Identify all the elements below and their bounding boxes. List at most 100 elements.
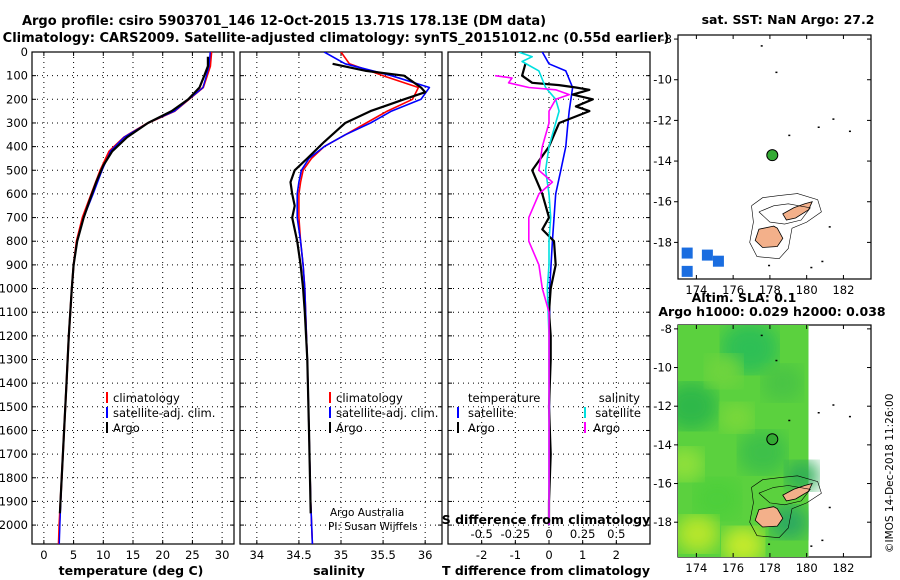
top-tick-label: 0.5 [607, 527, 625, 541]
sst-cell [712, 255, 724, 267]
series-line-s-satellite [518, 52, 560, 526]
sla-map-title1: Altim. SLA: 0.1 [692, 290, 797, 305]
sla-blob [703, 353, 744, 390]
islet [828, 226, 831, 228]
float-marker [766, 149, 779, 162]
map-y-tick-label: -12 [653, 113, 672, 127]
legend-label-t-satellite: satellite [468, 406, 514, 420]
legend-title-salinity: salinity [599, 391, 640, 405]
sla-blob [721, 525, 766, 557]
islet [768, 264, 771, 267]
sla-blob [760, 363, 805, 403]
islet [810, 545, 813, 547]
figure-title-line1: Argo profile: csiro 5903701_146 12-Oct-2… [22, 14, 546, 29]
y-tick-label: 900 [6, 258, 28, 272]
islet [775, 359, 778, 362]
reef-contour [749, 193, 822, 260]
islet [768, 543, 771, 545]
top-tick-label: -0.5 [470, 527, 492, 541]
difference-xlabel: T difference from climatology [442, 563, 650, 578]
temperature-legend: climatology satellite-adj. clim. Argo [106, 391, 215, 435]
map-x-tick-label: 178 [759, 283, 781, 297]
y-tick-label: 700 [6, 211, 28, 225]
y-tick-label: 400 [6, 140, 28, 154]
y-tick-label: 500 [6, 163, 28, 177]
reef-contour [758, 485, 811, 506]
island-viti-levu [754, 506, 784, 528]
series-line-s-argo [494, 74, 570, 526]
map-y-tick-label: -18 [653, 515, 672, 529]
map-y-tick-label: -14 [653, 154, 672, 168]
float-marker [766, 433, 779, 446]
sst-cell [701, 249, 713, 261]
map-y-tick-label: -10 [653, 361, 672, 375]
imos-timestamp: ©IMOS 14-Dec-2018 11:26:00 [884, 394, 896, 553]
island-vanua-levu [782, 201, 813, 221]
islet [788, 419, 791, 422]
y-tick-label: 1500 [0, 400, 28, 414]
salinity-difference-tick-labels: -0.5 -0.25 0 0.25 0.5 [470, 527, 625, 541]
map-y-tick-label: -18 [653, 235, 672, 249]
legend-title-temperature: temperature [468, 391, 540, 405]
series-line-argo [58, 56, 209, 514]
y-tick-label: 300 [6, 116, 28, 130]
x-tick-label: 15 [126, 548, 141, 562]
salinity-series [289, 52, 431, 544]
legend-label-climatology: climatology [336, 391, 403, 405]
x-tick-label: 34 [250, 548, 265, 562]
map-y-tick-label: -10 [653, 73, 672, 87]
map-x-tick-label: 176 [722, 283, 744, 297]
map-x-tick-label: 174 [685, 283, 707, 297]
map-y-tick-label: -8 [661, 32, 672, 46]
sla-blob [692, 476, 743, 522]
y-tick-label: 100 [6, 69, 28, 83]
islet [760, 334, 763, 337]
map-x-tick-label: 174 [685, 561, 707, 575]
series-line-argo [289, 62, 427, 514]
sla-blob [678, 381, 720, 432]
temperature-grid [32, 51, 234, 544]
sla-blob [736, 429, 789, 476]
y-tick-label: 1400 [0, 376, 28, 390]
sla-blob [718, 401, 755, 434]
x-tick-label: 20 [155, 548, 170, 562]
y-tick-label: 600 [6, 187, 28, 201]
islet [848, 130, 851, 133]
island-viti-levu [754, 225, 784, 248]
map-y-tick-label: -8 [661, 322, 672, 336]
islet [775, 71, 778, 74]
salinity-grid [240, 51, 442, 544]
difference-legend: temperature satellite Argo salinity sate… [457, 391, 641, 435]
x-tick-label: 30 [215, 548, 230, 562]
sla-blob [678, 514, 720, 554]
sst-cell [681, 247, 693, 259]
map-y-tick-label: -16 [653, 195, 672, 209]
salinity-xlabel: salinity [313, 563, 365, 578]
y-tick-label: 1000 [0, 282, 28, 296]
x-tick-label: 35.5 [370, 548, 396, 562]
islet [821, 260, 824, 263]
legend-label-s-argo: Argo [593, 421, 620, 435]
sst-map-content [681, 45, 851, 277]
top-tick-label: -0.25 [500, 527, 530, 541]
difference-tick-labels: -2 -1 0 1 2 [476, 548, 620, 562]
islet [832, 118, 835, 120]
temperature-tick-labels: 0 5 10 15 20 25 30 [40, 548, 229, 562]
x-tick-label: 0 [40, 548, 47, 562]
x-tick-label: 5 [70, 548, 77, 562]
x-tick-label: 34.5 [286, 548, 312, 562]
sla-blob [678, 446, 705, 483]
x-tick-label: 35 [334, 548, 349, 562]
figure-title-line2: Climatology: CARS2009. Satellite-adjuste… [3, 31, 670, 46]
islet [828, 506, 831, 509]
difference-series [494, 52, 594, 526]
map-x-tick-label: 182 [832, 283, 854, 297]
series-line-t-satellite [541, 52, 574, 526]
y-tick-label: 1600 [0, 423, 28, 437]
legend-label-argo: Argo [113, 421, 140, 435]
salinity-legend: climatology satellite-adj. clim. Argo Ar… [328, 391, 438, 533]
credit-pi: PI: Susan Wijffels [328, 521, 418, 533]
map-x-tick-label: 180 [796, 283, 818, 297]
reef-contour [758, 203, 811, 225]
sla-map-content [678, 325, 851, 557]
